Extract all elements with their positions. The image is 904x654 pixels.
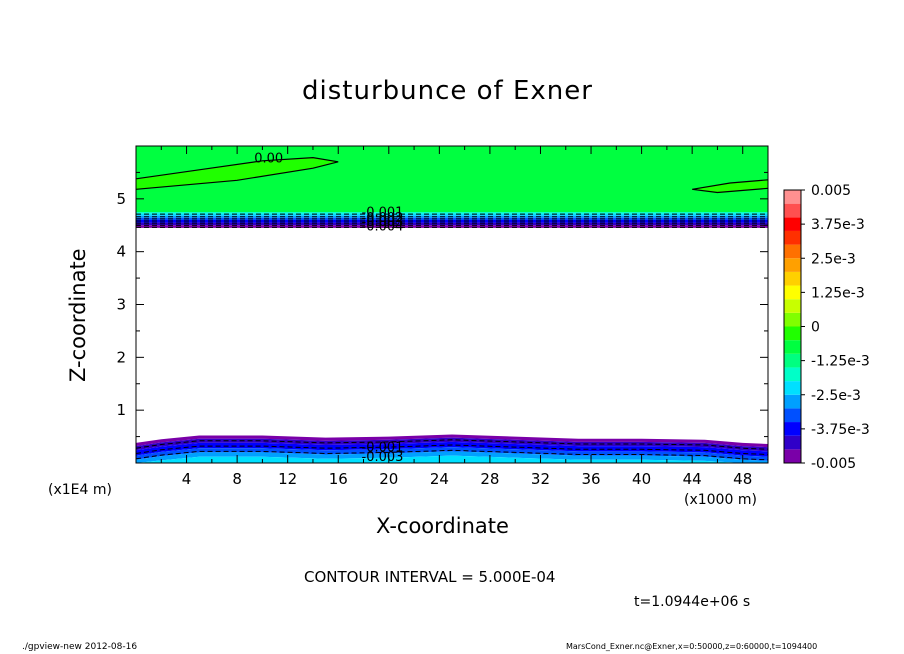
x-tick-label: 40 (632, 470, 651, 488)
colorbar-swatch (784, 190, 801, 204)
field-upper-band (136, 212, 768, 214)
colorbar-swatch (784, 285, 801, 300)
colorbar-label: 0 (811, 320, 820, 336)
x-tick-label: 24 (430, 470, 449, 488)
y-tick-label: 4 (116, 243, 126, 261)
colorbar-label: -1.25e-3 (811, 354, 870, 370)
colorbar-swatch (784, 203, 801, 218)
y-tick-label: 3 (116, 296, 126, 314)
x-tick-label: 16 (329, 470, 348, 488)
colorbar-label: 1.25e-3 (811, 285, 865, 301)
x-tick-label: 20 (379, 470, 398, 488)
y-tick-label: 5 (116, 190, 126, 208)
x-tick-label: 44 (683, 470, 702, 488)
contour-label: -0.002 (362, 211, 404, 226)
field-lower-band (136, 437, 768, 452)
colorbar-swatch (784, 230, 801, 245)
contour-interval-text: CONTOUR INTERVAL = 5.000E-04 (304, 568, 556, 586)
x-tick-label: 12 (278, 470, 297, 488)
colorbar-swatch (784, 435, 801, 450)
time-text: t=1.0944e+06 s (634, 594, 751, 610)
contour-label: -0.004 (362, 219, 404, 234)
x-axis-unit-right: (x1000 m) (684, 492, 757, 508)
colorbar-swatch (784, 271, 801, 286)
field-upper-band (136, 213, 768, 216)
colorbar-swatch (784, 449, 801, 463)
x-tick-label: 32 (531, 470, 550, 488)
colorbar-label: -3.75e-3 (811, 422, 870, 438)
contour-label: -0.001 (362, 441, 404, 456)
contour-line (135, 439, 769, 450)
colorbar-swatch (784, 367, 801, 382)
colorbar-swatch (784, 394, 801, 409)
colorbar-swatch (784, 258, 801, 272)
colorbar-swatch (784, 326, 801, 341)
field-lower-band (136, 441, 768, 457)
contour-label: 0.00 (254, 152, 283, 167)
contour-zero-left (135, 156, 339, 190)
field-lower-band (136, 447, 768, 461)
x-tick-label: 48 (733, 470, 752, 488)
colorbar-label: 3.75e-3 (811, 217, 865, 233)
x-axis-label: X-coordinate (376, 514, 509, 538)
x-axis-unit-left: (x1E4 m) (48, 482, 112, 498)
contour-label: -0.003 (362, 215, 404, 230)
contour-zero-right (692, 179, 769, 194)
field-upper-band (136, 225, 768, 228)
contour-label: -0.003 (362, 450, 404, 465)
colorbar-swatch (784, 217, 801, 231)
contour-line (135, 444, 769, 455)
x-tick-label: 8 (232, 470, 242, 488)
colorbar-swatch (784, 408, 801, 423)
contour-line (135, 449, 769, 461)
colorbar-label: 0.005 (811, 183, 851, 199)
field-lower-band (136, 455, 768, 463)
footer-left: ./gpview-new 2012-08-16 (22, 642, 138, 652)
colorbar-swatch (784, 340, 801, 354)
colorbar-label: 2.5e-3 (811, 251, 856, 267)
colorbar-label: -0.005 (811, 456, 856, 472)
y-tick-label: 1 (116, 401, 126, 419)
colorbar-swatch (784, 381, 801, 395)
footer-right: MarsCond_Exner.nc@Exner,x=0:50000,z=0:60… (566, 642, 818, 651)
field-lower-band (136, 434, 768, 448)
y-tick-label: 2 (116, 348, 126, 366)
colorbar-swatch (784, 244, 801, 259)
colorbar-swatch (784, 299, 801, 313)
field-lower-band (136, 451, 768, 463)
colorbar-swatch (784, 422, 801, 436)
x-tick-label: 4 (182, 470, 192, 488)
field-upper-band (136, 222, 768, 226)
chart-title: disturbunce of Exner (302, 76, 593, 106)
x-tick-label: 36 (581, 470, 600, 488)
colorbar-swatch (784, 353, 801, 368)
x-tick-label: 28 (480, 470, 499, 488)
colorbar-label: -2.5e-3 (811, 388, 861, 404)
colorbar-swatch (784, 312, 801, 327)
contour-label: -0.001 (362, 206, 404, 221)
